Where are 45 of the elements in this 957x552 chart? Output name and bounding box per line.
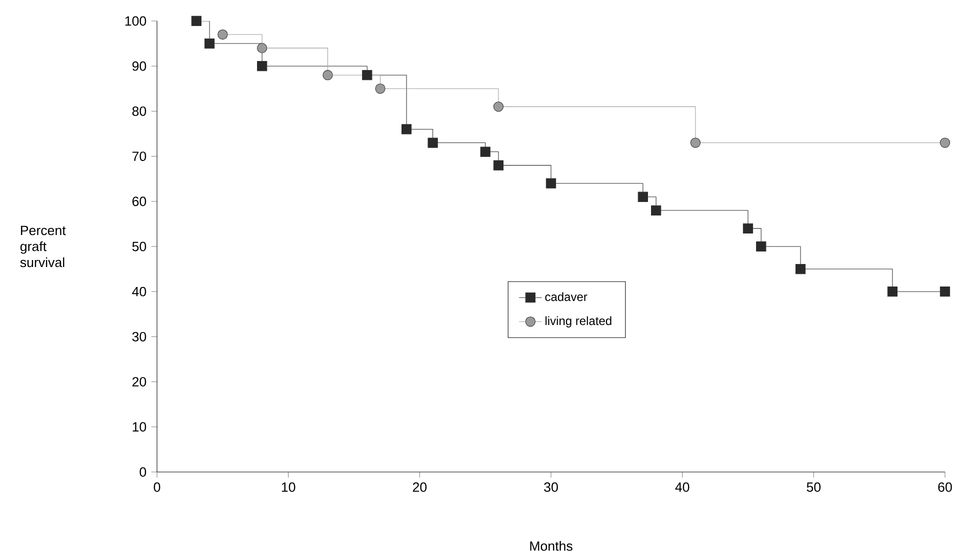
y-tick-label: 40 (132, 286, 146, 296)
x-tick-label: 60 (938, 482, 952, 492)
point (218, 29, 228, 40)
point (322, 70, 333, 80)
y-axis-title: Percent graft survival (20, 226, 66, 268)
y-tick-label: 90 (132, 61, 146, 71)
y-tick-label: 60 (132, 196, 146, 206)
y-tick-label: 100 (125, 16, 146, 26)
legend-label: living related (546, 316, 612, 328)
point (257, 42, 268, 54)
point (493, 160, 504, 170)
point (742, 223, 754, 234)
point (480, 146, 490, 157)
x-tick-label: 10 (282, 482, 296, 492)
y-tick-label: 20 (132, 377, 146, 386)
point (428, 138, 438, 148)
point (940, 138, 950, 148)
point (401, 124, 412, 134)
point (887, 286, 898, 297)
point (546, 178, 556, 188)
y-tick-label: 70 (132, 152, 146, 162)
point (257, 61, 268, 72)
point (638, 192, 648, 202)
point (362, 70, 372, 80)
y-tick-label: 80 (132, 106, 146, 116)
point (204, 38, 215, 49)
y-tick-label: 30 (132, 332, 146, 342)
point (756, 241, 766, 252)
x-tick-label: 0 (154, 482, 160, 492)
point (191, 16, 202, 26)
legend-label: cadaver (545, 292, 588, 302)
point (690, 138, 701, 148)
point (650, 205, 662, 216)
x-tick-label: 40 (675, 482, 690, 492)
x-tick-label: 50 (806, 482, 821, 492)
y-tick-label: 10 (132, 422, 146, 432)
y-tick-label: 0 (140, 467, 146, 477)
x-axis-title: Months (530, 540, 572, 551)
point (493, 102, 504, 112)
x-tick-label: 30 (544, 482, 558, 492)
x-tick-label: 20 (412, 482, 427, 492)
point (375, 84, 386, 94)
y-tick-label: 50 (132, 242, 146, 252)
point (795, 264, 806, 274)
point (940, 286, 950, 297)
